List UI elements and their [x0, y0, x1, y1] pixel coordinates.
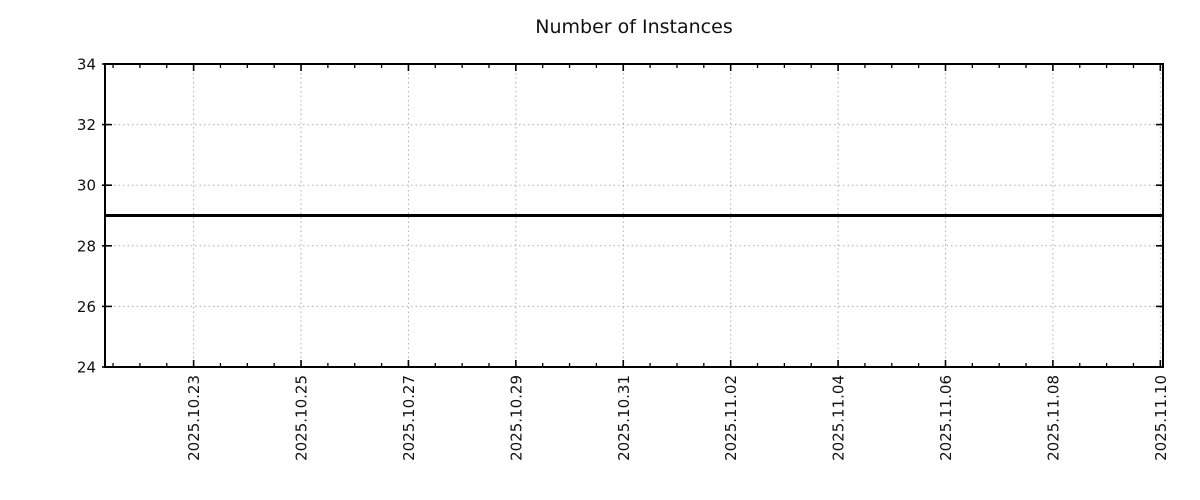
y-tick-label: 32: [77, 116, 96, 134]
y-tick-label: 34: [77, 56, 96, 74]
x-tick-label: 2025.10.29: [507, 375, 525, 461]
x-tick-label: 2025.11.04: [830, 375, 848, 461]
plot-border: [104, 63, 1164, 368]
x-tick-label: 2025.10.25: [293, 375, 311, 461]
y-tick-label: 26: [77, 298, 96, 316]
y-tick-label: 30: [77, 177, 96, 195]
x-tick-label: 2025.11.06: [937, 375, 955, 461]
x-tick-label: 2025.10.27: [400, 375, 418, 461]
x-tick-label: 2025.11.02: [722, 375, 740, 461]
chart-title: Number of Instances: [535, 16, 733, 38]
y-tick-label: 28: [77, 237, 96, 255]
x-tick-label: 2025.10.23: [185, 375, 203, 461]
y-tick-label: 24: [77, 359, 96, 377]
x-tick-label: 2025.10.31: [615, 375, 633, 461]
x-tick-label: 2025.11.08: [1044, 375, 1062, 461]
x-tick-label: 2025.11.10: [1152, 375, 1170, 461]
